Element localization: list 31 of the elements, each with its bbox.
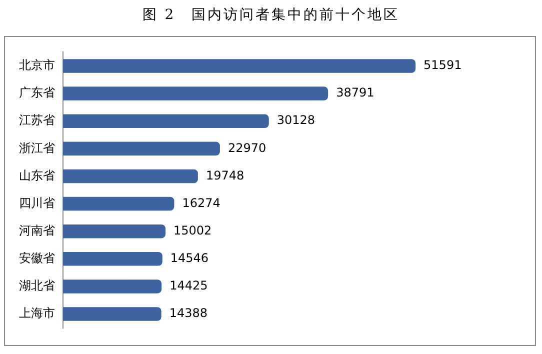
data-label: 16274 (182, 196, 220, 210)
bar (63, 252, 162, 266)
data-label: 22970 (228, 140, 266, 155)
data-label: 14388 (169, 306, 208, 320)
y-tick-label: 广东省 (19, 86, 55, 100)
bar (63, 86, 328, 100)
bar (63, 142, 220, 156)
bar (63, 169, 198, 184)
data-label: 30128 (276, 113, 316, 128)
y-tick-label: 浙江省 (19, 140, 55, 155)
y-tick-label: 湖北省 (19, 278, 55, 293)
data-label: 19748 (206, 168, 244, 182)
bar (63, 280, 162, 294)
y-tick-label: 四川省 (19, 196, 55, 210)
bar (63, 114, 269, 128)
bar (63, 224, 166, 238)
data-label: 14546 (170, 251, 209, 266)
data-label: 38791 (336, 86, 374, 100)
bar (63, 196, 174, 211)
data-label: 15002 (174, 223, 212, 238)
bar (63, 59, 416, 73)
bar (63, 307, 162, 321)
data-label: 14425 (170, 278, 208, 293)
y-tick-label: 江苏省 (19, 113, 55, 128)
y-tick-label: 河南省 (19, 223, 55, 238)
data-label: 51591 (424, 58, 462, 72)
y-tick-label: 上海市 (19, 306, 55, 320)
y-tick-label: 北京市 (19, 58, 55, 72)
y-tick-label: 山东省 (19, 168, 55, 182)
chart-title: 图 2 国内访问者集中的前十个地区 (141, 6, 401, 25)
y-tick-label: 安徽省 (19, 251, 55, 266)
